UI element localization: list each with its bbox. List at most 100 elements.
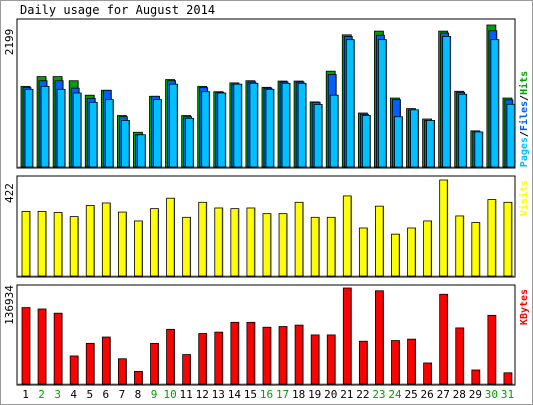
bar-visits-28 [455,215,465,277]
max-label-kbytes: 136934 [3,285,16,325]
bar-visits-21 [342,195,352,277]
x-label-day-12: 12 [196,388,209,401]
bar-kbytes-2 [37,308,47,385]
bar-visits-23 [375,205,384,277]
x-label-day-14: 14 [228,388,242,401]
bar-visits-13 [214,207,224,277]
bar-pages-7 [120,120,130,168]
bar-pages-16 [265,88,275,168]
bar-visits-1 [21,210,31,277]
bar-kbytes-20 [326,334,336,385]
x-label-day-25: 25 [404,388,417,401]
max-label-hits: 2199 [3,29,16,56]
x-axis-labels: 1 2 3 4 5 6 7 8 9 10 11 12 13 14 15 16 17 18 19 20 21 22 23 24 2… [22,388,514,401]
legend-separator: / [519,95,530,101]
bar-pages-10 [169,83,178,168]
x-label-day-30: 30 [485,388,498,401]
bar-kbytes-5 [85,342,95,385]
x-label-day-29: 29 [469,388,482,401]
bar-visits-17 [278,213,288,277]
bar-visits-18 [294,201,304,277]
bar-kbytes-13 [214,331,224,385]
x-label-day-3: 3 [54,388,61,401]
bar-pages-18 [297,82,307,168]
bar-visits-6 [101,202,111,277]
bar-kbytes-15 [246,321,256,385]
bar-pages-24 [394,116,403,168]
bar-pages-11 [185,117,195,168]
bar-visits-16 [262,213,272,277]
x-label-day-19: 19 [308,388,321,401]
bar-visits-25 [407,227,416,277]
bar-pages-12 [201,91,211,168]
bar-pages-23 [378,39,387,168]
x-label-day-31: 31 [501,388,514,401]
x-label-day-6: 6 [103,388,110,401]
bar-kbytes-7 [117,358,127,385]
bar-pages-9 [153,99,162,168]
bar-visits-26 [423,220,433,277]
x-label-day-27: 27 [437,388,450,401]
bar-visits-29 [471,222,481,277]
bar-pages-21 [345,39,355,168]
bar-kbytes-26 [423,362,433,385]
bar-kbytes-16 [262,326,272,385]
chart-title: Daily usage for August 2014 [20,3,215,17]
bar-visits-14 [230,208,240,277]
bar-visits-4 [69,216,79,277]
bar-visits-12 [198,201,208,277]
bar-pages-8 [137,134,146,168]
bar-visits-30 [487,199,497,277]
bar-kbytes-3 [53,312,63,385]
bar-pages-28 [458,93,468,168]
x-label-day-16: 16 [260,388,273,401]
x-label-day-1: 1 [22,388,29,401]
bar-visits-5 [85,205,95,277]
legend-item-hits: Hits [518,71,530,95]
bar-pages-5 [88,101,98,168]
bar-pages-2 [40,85,50,168]
bar-kbytes-24 [391,340,400,385]
bar-pages-30 [490,39,500,168]
bar-visits-2 [37,210,47,277]
bar-visits-15 [246,207,256,277]
legend-visits: Visits [518,180,530,216]
bar-pages-6 [104,99,114,168]
x-label-day-5: 5 [86,388,93,401]
bar-kbytes-6 [101,336,111,385]
x-label-day-11: 11 [180,388,193,401]
bar-kbytes-4 [69,355,79,385]
legend-kbytes: KBytes [519,289,530,325]
bar-visits-11 [182,216,192,277]
legend-item-pages: Pages [519,137,530,167]
bar-kbytes-25 [407,338,416,385]
bar-kbytes-27 [439,293,449,385]
bar-pages-22 [361,115,371,168]
bar-visits-31 [503,201,513,277]
bar-pages-19 [313,104,323,168]
bar-pages-31 [506,103,516,168]
bar-pages-27 [442,36,452,168]
bar-visits-10 [166,197,175,277]
bar-visits-7 [117,211,127,277]
x-label-day-17: 17 [276,388,289,401]
bar-visits-3 [53,212,63,277]
legend-item-files: Files [518,101,530,131]
bar-visits-19 [310,216,320,277]
x-label-day-7: 7 [119,388,126,401]
x-label-day-9: 9 [151,388,158,401]
x-label-day-28: 28 [453,388,466,401]
x-label-day-2: 2 [38,388,45,401]
bar-kbytes-18 [294,324,304,385]
bar-kbytes-9 [150,342,159,385]
bar-kbytes-14 [230,321,240,385]
x-label-day-23: 23 [372,388,385,401]
bar-kbytes-8 [134,370,143,385]
x-label-day-4: 4 [70,388,77,401]
bar-kbytes-11 [182,354,192,385]
max-label-visits: 422 [3,183,16,203]
bar-pages-13 [217,92,227,168]
bar-kbytes-1 [21,307,31,385]
